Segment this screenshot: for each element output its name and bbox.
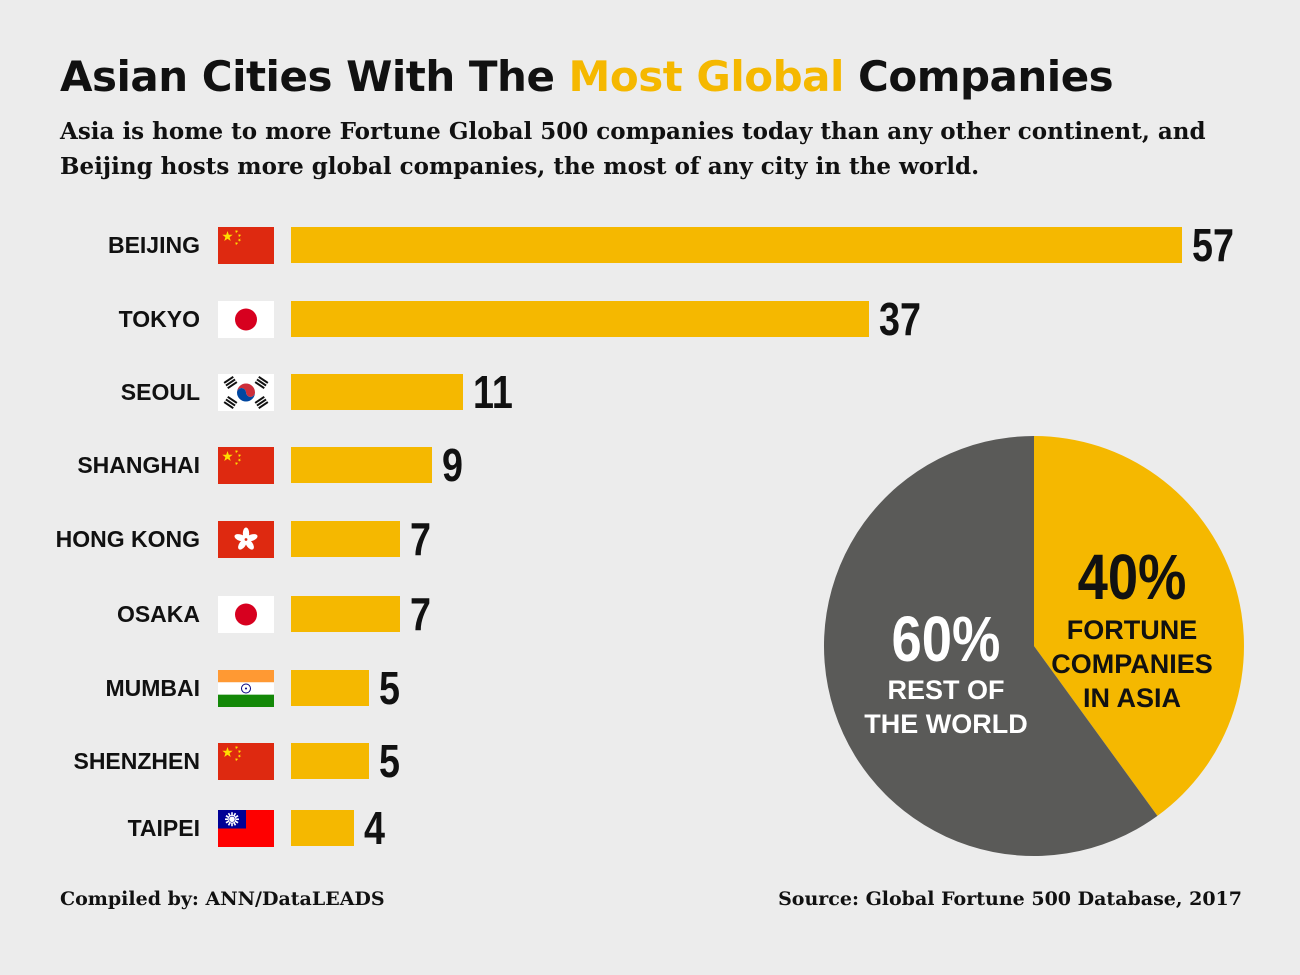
pie-slice-label: IN ASIA [1083, 683, 1181, 713]
pie-percent-label: 40% [1078, 541, 1187, 613]
city-label: TOKYO [118, 306, 200, 332]
bar-value-label: 11 [473, 366, 513, 418]
compiled-by: Compiled by: ANN/DataLEADS [60, 888, 385, 910]
source-note: Source: Global Fortune 500 Database, 201… [778, 888, 1242, 910]
pie-chart: 40%FORTUNE COMPANIES IN ASIA 60%REST OF THE … [823, 436, 1244, 856]
bar-value-label: 9 [442, 439, 463, 491]
bar [291, 521, 400, 557]
pie-slice-label: REST OF [887, 675, 1004, 705]
taiwan-flag-icon [218, 809, 274, 847]
title-part-1: Asian Cities With The [60, 52, 569, 101]
city-label: SHANGHAI [77, 452, 200, 478]
bar-value-label: 37 [879, 293, 921, 345]
chart-subtitle: Asia is home to more Fortune Global 500 … [60, 118, 1206, 180]
china-flag-icon [218, 446, 274, 484]
india-flag-icon [218, 669, 274, 707]
city-label: SEOUL [120, 379, 200, 405]
bar-value-label: 5 [379, 662, 400, 714]
pie-slice [1034, 436, 1244, 816]
title-part-2: Companies [843, 52, 1114, 101]
pie-slice [823, 436, 1158, 856]
bar-value-label: 57 [1192, 219, 1234, 271]
south-korea-flag-icon [218, 373, 274, 411]
chart-title: Asian Cities With The Most Global Compan… [60, 52, 1114, 101]
bar [291, 596, 400, 632]
japan-flag-icon [218, 595, 274, 633]
bar-value-label: 5 [379, 735, 400, 787]
japan-flag-icon [218, 300, 274, 338]
title-highlight: Most Global [568, 52, 845, 101]
bar [291, 227, 1182, 263]
city-label: BEIJING [107, 232, 200, 258]
bar [291, 301, 869, 337]
pie-percent-label: 60% [892, 603, 1001, 675]
bar [291, 810, 354, 846]
city-label: SHENZHEN [73, 748, 200, 774]
bar [291, 670, 369, 706]
pie-slice-label: COMPANIES [1051, 649, 1213, 679]
pie-slice-label: FORTUNE [1067, 615, 1198, 645]
city-label: TAIPEI [127, 815, 200, 841]
pie-slice-label: THE WORLD [864, 709, 1027, 739]
bar-value-label: 7 [410, 588, 431, 640]
bar [291, 743, 369, 779]
bar [291, 447, 432, 483]
bar-value-label: 4 [364, 802, 385, 854]
hong-kong-flag-icon [218, 520, 274, 558]
china-flag-icon [218, 742, 274, 780]
city-label: MUMBAI [105, 675, 200, 701]
bar [291, 374, 463, 410]
china-flag-icon [218, 226, 274, 264]
city-label: OSAKA [116, 601, 200, 627]
city-label: HONG KONG [55, 526, 200, 552]
bar-value-label: 7 [410, 513, 431, 565]
